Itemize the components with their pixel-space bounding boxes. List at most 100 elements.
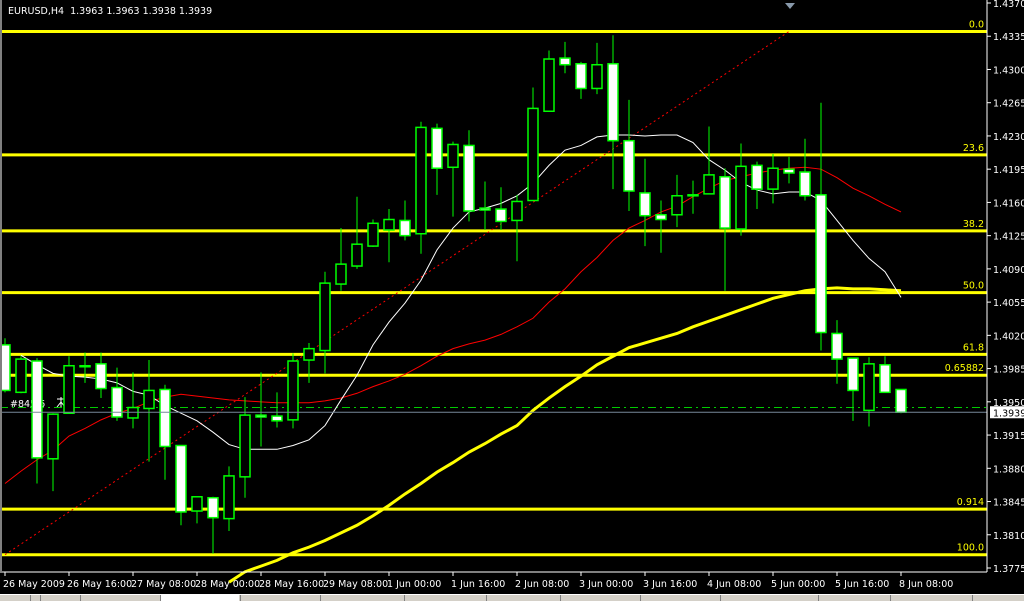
candle-body-bull: [447, 143, 459, 169]
candles: [0, 35, 907, 554]
candle: [255, 372, 267, 447]
candle-body-bull: [351, 243, 363, 267]
candle-body-bull: [767, 167, 779, 190]
chart-shift-marker-icon[interactable]: [785, 3, 795, 9]
price-tick-label: 1.3880: [993, 464, 1024, 475]
chart-tab[interactable]: [560, 595, 561, 601]
candle-body-bull: [191, 496, 203, 512]
candle-body-bull: [527, 107, 539, 202]
candle-body-bull: [335, 263, 347, 285]
candle-body-bull: [303, 347, 315, 361]
candle-body-bull: [15, 358, 27, 394]
candle-body-bear: [111, 386, 123, 418]
candle: [703, 126, 715, 195]
candle-body-bull: [543, 58, 555, 113]
candle: [415, 121, 427, 254]
candle-body-bear: [159, 388, 171, 448]
chart-tab[interactable]: [240, 595, 241, 601]
candle: [335, 228, 347, 291]
candle-body-bear: [639, 192, 651, 217]
chart-tab[interactable]: [320, 595, 321, 601]
candle: [431, 123, 443, 195]
fib-level-label: 61.8: [963, 342, 984, 353]
candle-body-bull: [63, 364, 75, 414]
chart-tabs-bar: [0, 594, 1024, 601]
candle: [15, 356, 27, 394]
candle-body-bear: [719, 176, 731, 229]
candle: [207, 496, 219, 554]
time-tick-label: 28 May 00:00: [195, 579, 260, 590]
price-tick-label: 1.3845: [993, 498, 1024, 509]
bid-price-box: [990, 406, 1024, 419]
candle-body-bull: [383, 218, 395, 231]
candle-body-bear: [831, 332, 843, 360]
chart-tab[interactable]: [972, 595, 973, 601]
candle: [351, 196, 363, 269]
candle-body-bear: [495, 208, 507, 223]
candle: [479, 181, 491, 230]
chart-tab[interactable]: [40, 595, 41, 601]
candle: [655, 200, 667, 253]
price-tick-label: 1.4335: [993, 32, 1024, 43]
candle-body-bear: [207, 496, 219, 519]
price-tick-label: 1.3950: [993, 398, 1024, 409]
time-tick-label: 4 Jun 08:00: [707, 579, 761, 590]
candle-body-bear: [0, 344, 11, 392]
fib-level-label: 0.0: [969, 19, 984, 30]
candle: [799, 138, 811, 201]
candle: [687, 180, 699, 214]
candle-body-bear: [255, 414, 267, 418]
candle-body-bull: [735, 165, 747, 230]
chart-tab[interactable]: [640, 595, 641, 601]
candle: [303, 342, 315, 383]
chart-tab[interactable]: [30, 595, 31, 601]
price-tick-label: 1.4020: [993, 331, 1024, 342]
chart-tab[interactable]: [80, 595, 162, 601]
candle: [95, 352, 107, 399]
price-tick-label: 1.4370: [993, 0, 1024, 10]
chart-tab[interactable]: [486, 595, 487, 601]
candle: [287, 353, 299, 429]
chart-tab[interactable]: [404, 595, 405, 601]
bid-price-label: 1.3939: [993, 408, 1024, 419]
candle: [495, 187, 507, 230]
candle: [559, 41, 571, 74]
candle-body-bear: [399, 219, 411, 237]
candle: [623, 99, 635, 211]
chart-tab[interactable]: [720, 595, 721, 601]
candle-body-bull: [703, 174, 715, 195]
candle-body-bull: [367, 222, 379, 247]
candle-body-bear: [783, 168, 795, 174]
chart-tab-active[interactable]: [160, 595, 239, 601]
time-tick-label: 26 May 16:00: [67, 579, 132, 590]
candle-body-bear: [479, 207, 491, 211]
time-tick-label: 1 Jun 00:00: [387, 579, 441, 590]
candle-body-bear: [623, 139, 635, 192]
candle: [175, 444, 187, 526]
candle-body-bear: [799, 171, 811, 197]
chart-tab[interactable]: [818, 595, 819, 601]
candle: [831, 320, 843, 384]
fib-level-label: 23.6: [963, 143, 984, 154]
price-tick-label: 1.4195: [993, 165, 1024, 176]
candle: [511, 194, 523, 262]
candle-body-bear: [559, 57, 571, 66]
fib-level-label: 50.0: [963, 281, 984, 292]
candle-body-bull: [591, 63, 603, 90]
ma-slow-line: [228, 286, 902, 584]
time-tick-label: 5 Jun 16:00: [835, 579, 889, 590]
candle-body-bear: [751, 164, 763, 190]
candle-body-bull: [511, 200, 523, 222]
fibonacci-retracement[interactable]: 0.0 23.6 38.2 50.0 61.8 0.65882 0.914 100.0: [0, 19, 987, 557]
price-tick-label: 1.4090: [993, 265, 1024, 276]
candle: [271, 392, 283, 428]
candle: [815, 102, 827, 351]
price-tick-label: 1.4160: [993, 198, 1024, 209]
order-ticket-label: #845 6: [10, 399, 45, 410]
chart-tab[interactable]: [890, 595, 891, 601]
candle-body-bear: [575, 63, 587, 90]
candle: [447, 141, 459, 217]
candle: [239, 397, 251, 498]
